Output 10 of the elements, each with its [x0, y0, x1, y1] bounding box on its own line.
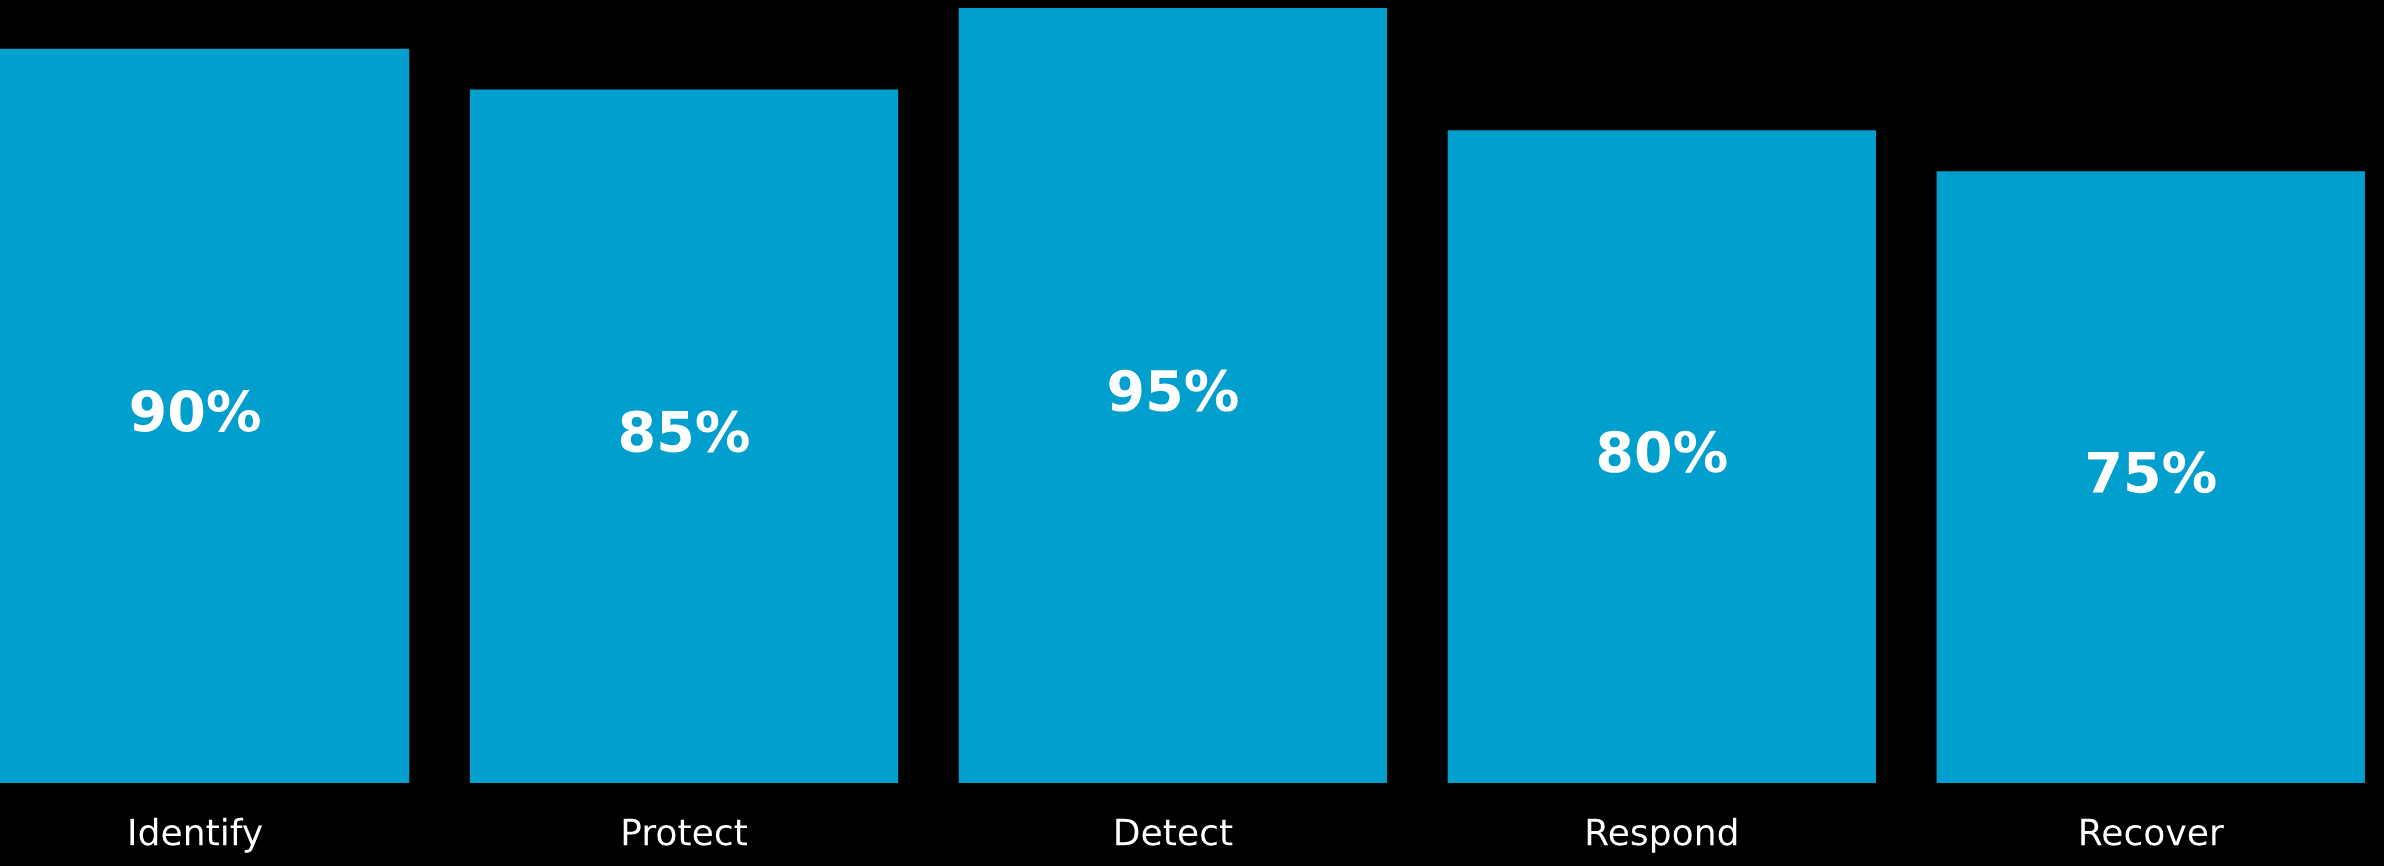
x-tick-label: Respond — [1587, 817, 1737, 853]
data-label: 80% — [1598, 430, 1727, 473]
x-tick-label: Detect — [1116, 818, 1233, 846]
x-tick-label: Identify — [130, 817, 263, 853]
x-tick-label: Recover — [2081, 818, 2224, 846]
data-label: 95% — [1109, 369, 1238, 412]
x-tick-label: Protect — [623, 818, 747, 846]
data-label: 90% — [131, 389, 260, 433]
data-label: 85% — [620, 410, 749, 453]
data-label: 75% — [2088, 451, 2216, 494]
